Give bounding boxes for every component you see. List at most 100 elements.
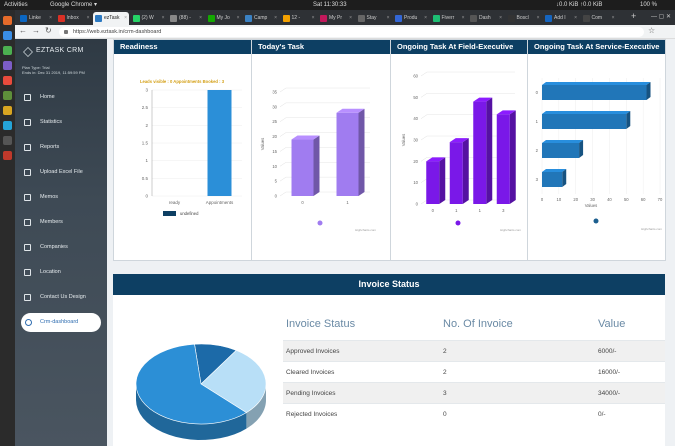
- tab-close-icon[interactable]: ×: [536, 15, 540, 21]
- sidebar-item-contact-us-design[interactable]: Contact Us Design: [15, 285, 107, 310]
- terminal-icon[interactable]: [3, 61, 12, 70]
- x-tick-label: 1: [346, 200, 349, 205]
- firefox-icon[interactable]: [3, 151, 12, 160]
- new-tab-button[interactable]: +: [631, 11, 637, 21]
- browser-tab[interactable]: Inbox ×: [56, 12, 92, 25]
- browser-tab[interactable]: Fiverr ×: [431, 12, 467, 25]
- browser-tab[interactable]: Linke ×: [18, 12, 54, 25]
- tab-close-icon[interactable]: ×: [349, 15, 352, 21]
- browser-tab[interactable]: Produ ×: [393, 12, 429, 25]
- gridline: [420, 114, 428, 119]
- browser-tab[interactable]: My Pr ×: [318, 12, 354, 25]
- browser-tab[interactable]: Com ×: [581, 12, 617, 25]
- url-bar[interactable]: https://web.eztask.in/crm-dashboard: [59, 27, 644, 37]
- tab-close-icon[interactable]: ×: [611, 15, 615, 21]
- gridline: [279, 132, 287, 137]
- bookmark-star-icon[interactable]: ☆: [648, 26, 656, 35]
- tab-label: Linke: [29, 15, 41, 21]
- menu-item-icon: [25, 319, 32, 326]
- sidebar-item-reports[interactable]: Reports: [15, 135, 107, 160]
- app-icon[interactable]: [3, 121, 12, 130]
- tab-close-icon[interactable]: ×: [199, 15, 202, 21]
- tab-close-icon[interactable]: ×: [461, 15, 465, 21]
- tab-label: (2) W: [141, 15, 154, 21]
- tab-favicon-icon: [582, 15, 590, 22]
- browser-tab[interactable]: 12 - ×: [281, 12, 317, 25]
- tab-favicon-icon: [20, 15, 27, 22]
- invoice-count-cell: 2: [443, 369, 447, 376]
- tab-close-icon[interactable]: ×: [311, 15, 315, 21]
- tab-close-icon[interactable]: ×: [274, 15, 277, 21]
- app-dock: [0, 10, 15, 446]
- browser-tab[interactable]: Dash ×: [468, 12, 504, 25]
- bar: [542, 143, 580, 158]
- browser-tab[interactable]: (88) - ×: [168, 12, 204, 25]
- sidebar-item-crm-dashboard[interactable]: Crm-dashboard: [21, 313, 101, 332]
- gridline: [420, 157, 428, 162]
- chrome-icon[interactable]: [3, 46, 12, 55]
- sidebar-menu: Home Statistics Reports Upload Excel File Me…: [15, 85, 107, 332]
- sidebar-item-label: Location: [40, 269, 61, 275]
- browser-tab[interactable]: Stay ×: [356, 12, 392, 25]
- sidebar-item-memos[interactable]: Memos: [15, 185, 107, 210]
- legend-dot: [455, 220, 461, 226]
- app-icon[interactable]: [3, 76, 12, 85]
- bar-side: [509, 110, 516, 204]
- tab-close-icon[interactable]: ×: [386, 15, 390, 21]
- y-axis-label: Values: [260, 138, 265, 151]
- y-tick-label: 0.5: [142, 176, 149, 181]
- todays-task-title: Today's Task: [252, 40, 390, 54]
- service-exec-card: Ongoing Task At Service-Executive 0 10 20 3…: [527, 39, 666, 261]
- browser-tab[interactable]: Boscl ×: [506, 12, 542, 25]
- tab-close-icon[interactable]: ×: [124, 15, 127, 21]
- browser-tab[interactable]: My Jo ×: [206, 12, 242, 25]
- brand[interactable]: EZTASK CRM: [23, 46, 103, 58]
- sidebar-item-members[interactable]: Members: [15, 210, 107, 235]
- browser-tab[interactable]: (2) W ×: [131, 12, 167, 25]
- sidebar-item-label: Crm-dashboard: [40, 319, 79, 325]
- tab-close-icon[interactable]: ×: [499, 15, 502, 21]
- app-icon[interactable]: [3, 106, 12, 115]
- browser-tab[interactable]: Add I ×: [543, 12, 579, 25]
- menu-item-icon: [24, 144, 31, 151]
- browser-tab-strip: Linke × Inbox × ezTask × (2) W × (88) - × My Jo × Ca…: [15, 10, 675, 25]
- tab-close-icon[interactable]: ×: [161, 15, 165, 21]
- y-tick-label: 0: [416, 202, 419, 207]
- app-menu[interactable]: Google Chrome ▾: [50, 2, 98, 8]
- app-icon[interactable]: [3, 91, 12, 100]
- invoice-status-cell: Cleared Invoices: [286, 369, 335, 376]
- files-icon[interactable]: [3, 31, 12, 40]
- tab-close-icon[interactable]: ×: [86, 15, 90, 21]
- window-controls[interactable]: — ▢ ✕: [650, 14, 671, 20]
- sidebar-item-label: Home: [40, 94, 55, 100]
- tab-close-icon[interactable]: ×: [49, 15, 52, 21]
- tab-close-icon[interactable]: ×: [424, 15, 427, 21]
- activities-button[interactable]: Activities: [4, 2, 28, 8]
- sidebar-item-home[interactable]: Home: [15, 85, 107, 110]
- ubuntu-software-icon[interactable]: [3, 16, 12, 25]
- back-arrow-icon[interactable]: ←: [19, 26, 27, 35]
- bar-side: [579, 140, 584, 158]
- y-tick-label: 1: [145, 158, 148, 163]
- forward-arrow-icon[interactable]: →: [32, 26, 40, 35]
- app-icon[interactable]: [3, 136, 12, 145]
- invoice-count-cell: 0: [443, 411, 447, 418]
- browser-tab[interactable]: Camp ×: [243, 12, 279, 25]
- bar: [291, 139, 314, 196]
- invoice-count-cell: 3: [443, 390, 447, 397]
- x-tick-label: 1: [479, 208, 482, 213]
- reload-icon[interactable]: ↻: [45, 26, 52, 35]
- sidebar-item-location[interactable]: Location: [15, 260, 107, 285]
- invoice-status-cell: Approved Invoices: [286, 348, 340, 355]
- tab-close-icon[interactable]: ×: [574, 15, 577, 21]
- sidebar-item-upload-excel-file[interactable]: Upload Excel File: [15, 160, 107, 185]
- gridline: [279, 102, 287, 108]
- battery-indicator[interactable]: 100 %: [640, 2, 658, 8]
- browser-tab[interactable]: ezTask ×: [93, 12, 129, 25]
- bar-top: [542, 82, 651, 85]
- tab-close-icon[interactable]: ×: [236, 15, 240, 21]
- system-clock[interactable]: Sat 11:30:33: [313, 2, 347, 8]
- sidebar-item-statistics[interactable]: Statistics: [15, 110, 107, 135]
- sidebar-item-companies[interactable]: Companies: [15, 235, 107, 260]
- y-tick-label: 1.5: [142, 141, 149, 146]
